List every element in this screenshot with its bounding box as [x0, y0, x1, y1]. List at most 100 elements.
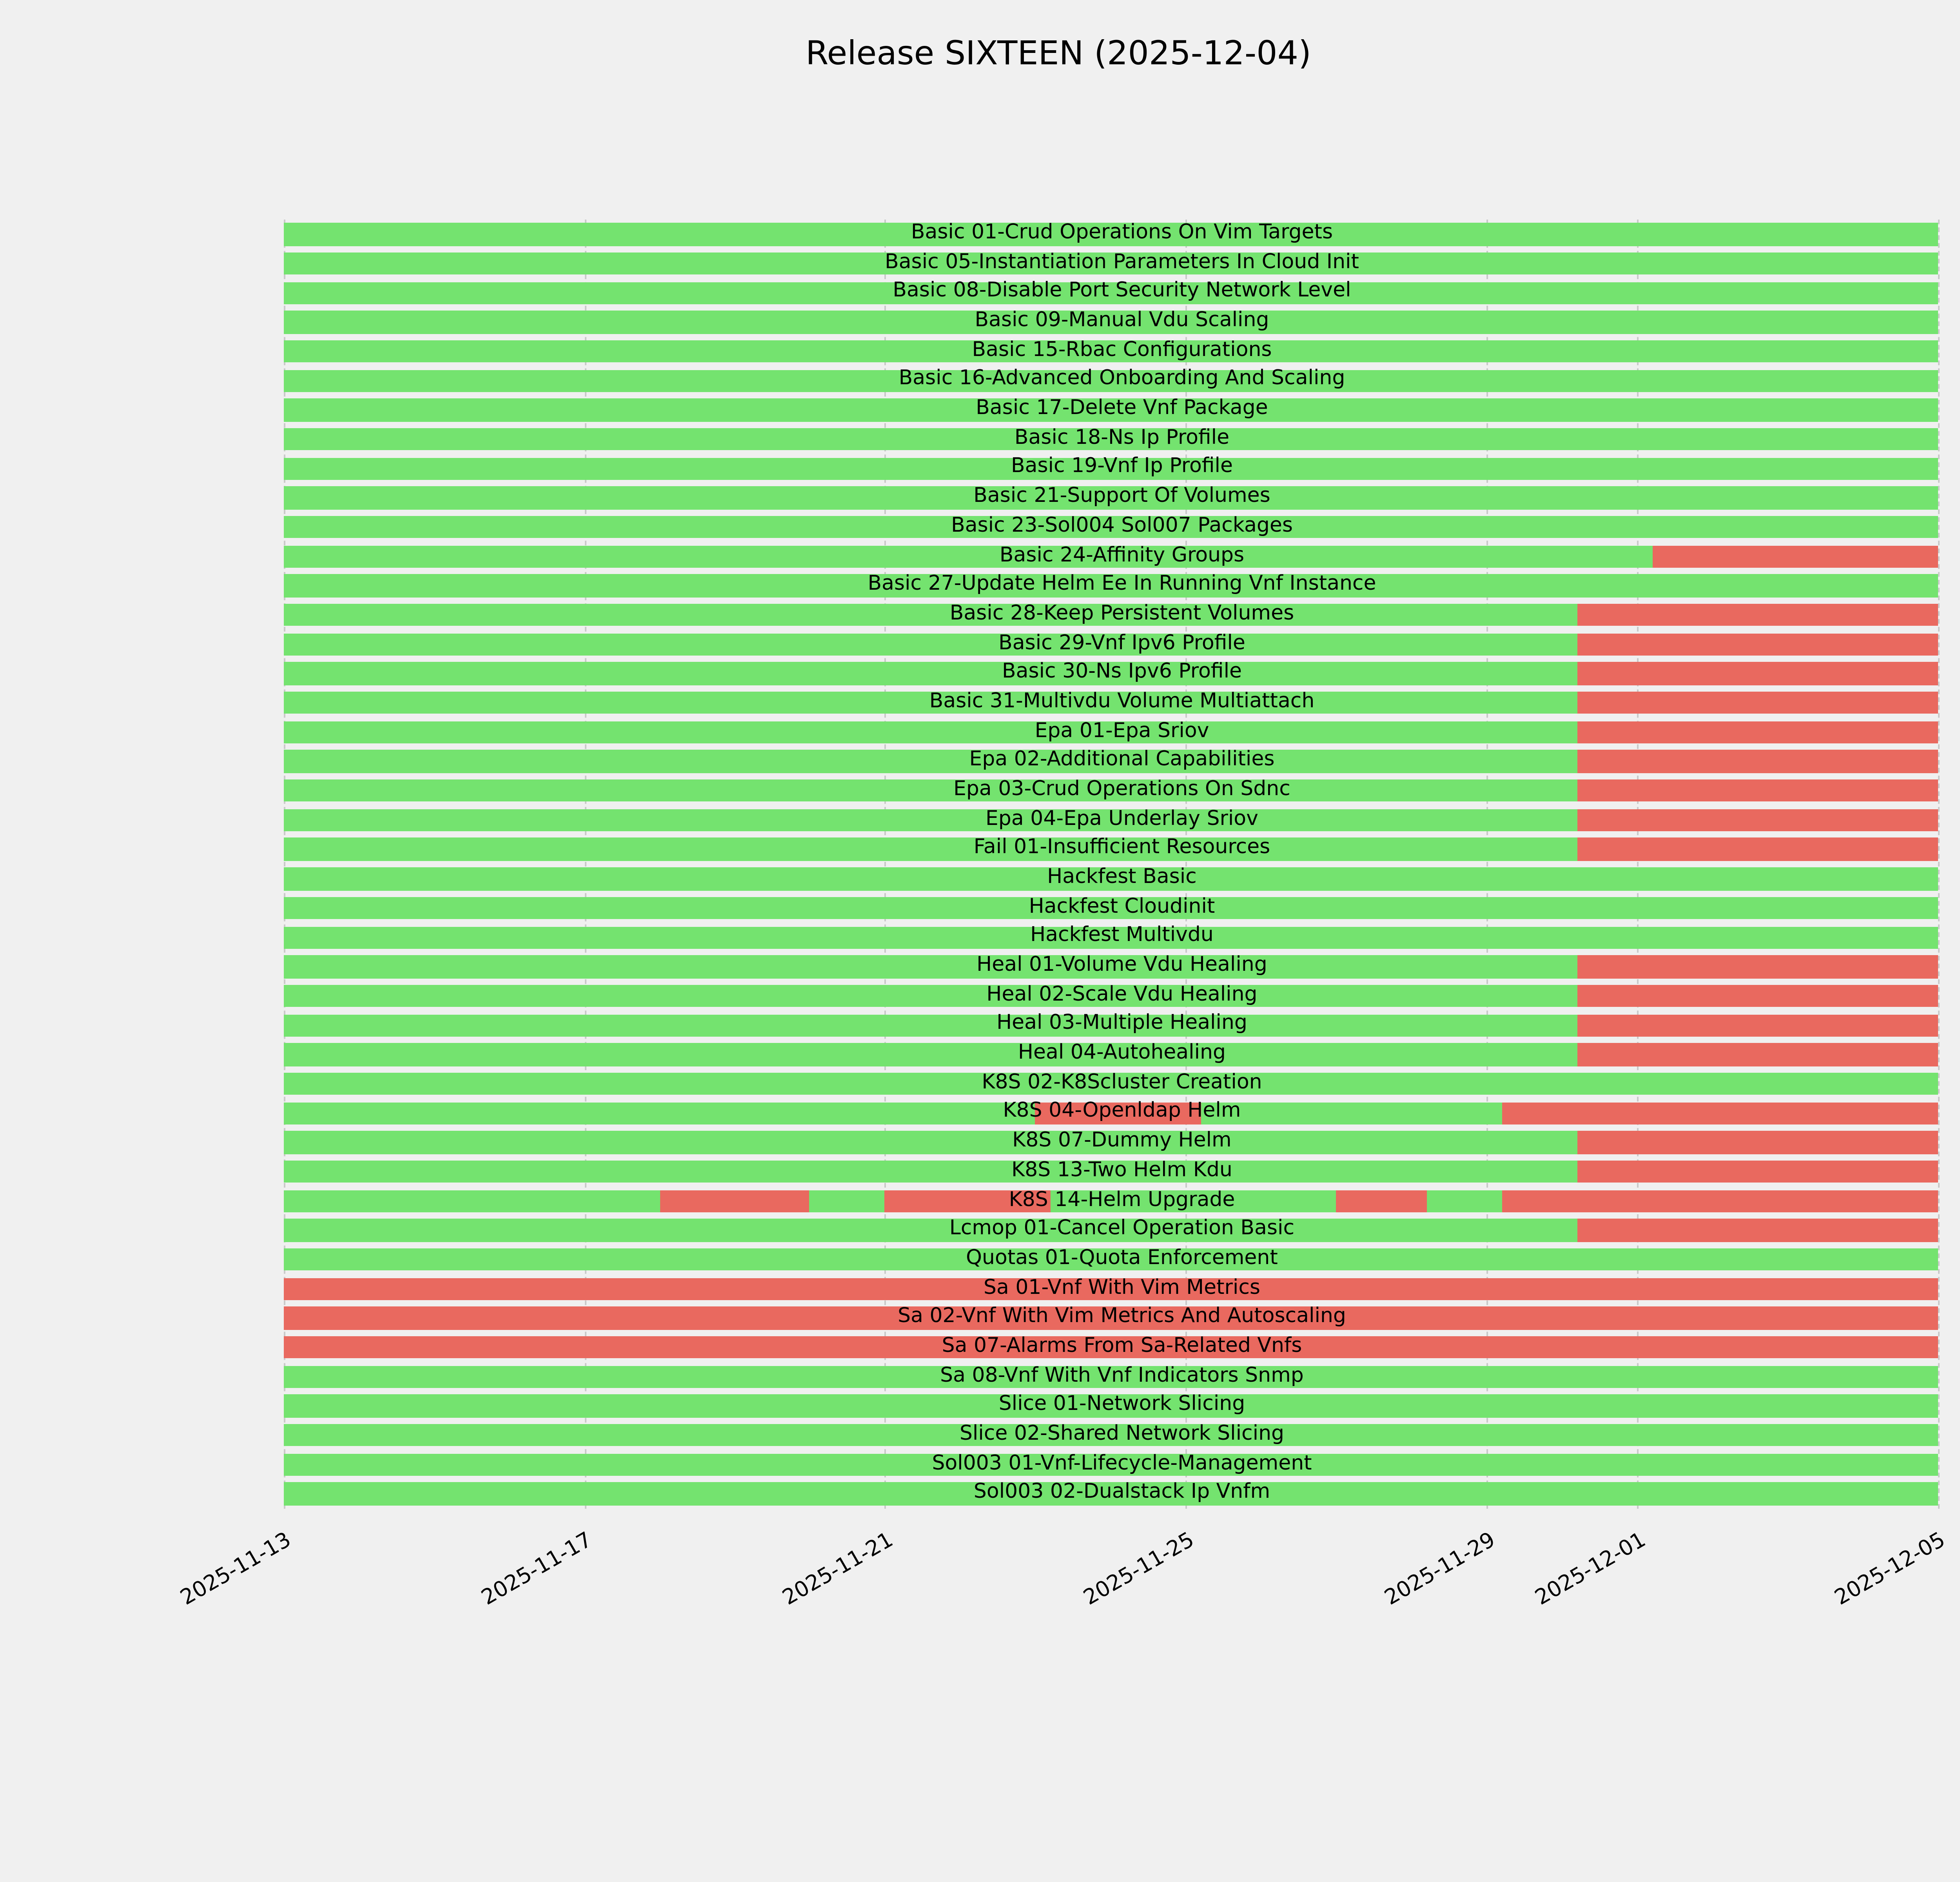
task-label: Sol003 01-Vnf-Lifecycle-Management	[932, 1451, 1312, 1475]
task-bar-segment-pass	[283, 223, 1938, 246]
task-label: Basic 30-Ns Ipv6 Profile	[1002, 660, 1242, 684]
gantt-row: Sa 07-Alarms From Sa-Related Vnfs	[257, 1333, 1960, 1362]
x-tick-label: 2025-11-21	[778, 1528, 898, 1611]
gantt-row: Hackfest Cloudinit	[257, 894, 1960, 923]
task-label: Basic 23-Sol004 Sol007 Packages	[951, 514, 1293, 538]
x-tick-label: 2025-11-17	[477, 1528, 597, 1611]
gantt-row: Basic 21-Support Of Volumes	[257, 483, 1960, 513]
gantt-row: Epa 03-Crud Operations On Sdnc	[257, 776, 1960, 806]
x-tick-label: 2025-12-01	[1530, 1528, 1650, 1611]
task-bar-segment-pass	[283, 838, 1577, 861]
task-bar-segment-pass	[283, 545, 1652, 568]
gantt-row: K8S 04-Openldap Helm	[257, 1099, 1960, 1128]
gantt-row: Hackfest Multivdu	[257, 923, 1960, 952]
gantt-row: Hackfest Basic	[257, 864, 1960, 894]
gantt-row: Basic 31-Multivdu Volume Multiattach	[257, 688, 1960, 718]
task-bar-segment-fail	[1577, 838, 1938, 861]
task-bar-segment-pass	[283, 1014, 1577, 1037]
task-label: Basic 27-Update Helm Ee In Running Vnf I…	[867, 572, 1376, 596]
task-label: Lcmop 01-Cancel Operation Basic	[949, 1217, 1295, 1241]
gantt-row: K8S 14-Helm Upgrade	[257, 1186, 1960, 1216]
task-label: Basic 19-Vnf Ip Profile	[1011, 455, 1233, 479]
task-label: Epa 02-Additional Capabilities	[969, 748, 1275, 772]
gantt-row: Basic 01-Crud Operations On Vim Targets	[257, 220, 1960, 249]
gantt-row: Basic 15-Rbac Configurations	[257, 337, 1960, 366]
gantt-row: Epa 02-Additional Capabilities	[257, 747, 1960, 776]
task-label: Slice 01-Network Slicing	[998, 1393, 1245, 1417]
task-bar-segment-fail	[1501, 1190, 1938, 1213]
task-bar-segment-fail	[1577, 662, 1938, 685]
task-bar-segment-pass	[283, 340, 1938, 363]
gantt-row: Epa 04-Epa Underlay Sriov	[257, 806, 1960, 835]
gantt-row: Basic 28-Keep Persistent Volumes	[257, 600, 1960, 630]
task-bar-segment-pass	[283, 1453, 1938, 1476]
task-bar-segment-pass	[283, 692, 1577, 714]
task-label: Epa 04-Epa Underlay Sriov	[985, 807, 1258, 831]
gridline	[584, 220, 586, 1509]
task-label: Sa 08-Vnf With Vnf Indicators Snmp	[940, 1364, 1304, 1388]
gantt-row: Sa 01-Vnf With Vim Metrics	[257, 1274, 1960, 1304]
x-axis: 2025-11-13 2025-11-17 2025-11-21 2025-11-25…	[177, 1518, 1960, 1644]
task-bar-segment-pass	[283, 1365, 1938, 1388]
task-bar-segment-fail	[1577, 1043, 1938, 1066]
task-bar-segment-pass	[809, 1190, 885, 1213]
task-bar-segment-pass	[283, 926, 1938, 949]
task-label: Hackfest Multivdu	[1030, 924, 1214, 948]
x-tick-label: 2025-11-13	[177, 1528, 296, 1611]
gantt-row: K8S 02-K8Scluster Creation	[257, 1069, 1960, 1099]
task-label: Heal 03-Multiple Healing	[996, 1012, 1247, 1036]
task-bar-segment-pass	[283, 809, 1577, 832]
task-bar-segment-fail	[1577, 1014, 1938, 1037]
gantt-row: Basic 05-Instantiation Parameters In Clo…	[257, 249, 1960, 278]
task-label: K8S 04-Openldap Helm	[1003, 1100, 1241, 1124]
task-label: Basic 17-Delete Vnf Package	[976, 397, 1268, 421]
task-bar-segment-fail	[283, 1277, 1938, 1301]
task-bar-segment-pass	[283, 1190, 660, 1213]
task-bar-segment-pass	[283, 750, 1577, 773]
task-label: Basic 21-Support Of Volumes	[973, 485, 1270, 509]
gantt-row: Basic 18-Ns Ip Profile	[257, 425, 1960, 454]
gantt-row: K8S 07-Dummy Helm	[257, 1128, 1960, 1157]
task-bar-segment-fail	[1035, 1102, 1201, 1124]
gantt-row: Sa 02-Vnf With Vim Metrics And Autoscali…	[257, 1304, 1960, 1333]
gantt-row: Heal 02-Scale Vdu Healing	[257, 981, 1960, 1011]
task-bar-segment-fail	[1501, 1102, 1938, 1124]
gantt-row: Basic 09-Manual Vdu Scaling	[257, 307, 1960, 337]
task-bar-segment-fail	[885, 1190, 1051, 1213]
task-bar-segment-pass	[1201, 1102, 1502, 1124]
task-bar-segment-pass	[283, 1219, 1577, 1242]
task-label: Basic 24-Affinity Groups	[999, 543, 1245, 567]
gantt-row: Basic 24-Affinity Groups	[257, 542, 1960, 571]
task-bar-segment-pass	[283, 779, 1577, 802]
task-bar-segment-pass	[1050, 1190, 1336, 1213]
task-bar-segment-pass	[283, 897, 1938, 919]
task-bar-segment-fail	[1577, 1131, 1938, 1154]
task-bar-segment-pass	[283, 574, 1938, 597]
task-bar-segment-pass	[283, 1248, 1938, 1271]
task-bar-segment-pass	[283, 633, 1577, 656]
task-bar-segment-pass	[283, 662, 1577, 685]
task-bar-segment-fail	[1577, 692, 1938, 714]
task-label: Basic 28-Keep Persistent Volumes	[949, 602, 1294, 626]
task-label: Sa 07-Alarms From Sa-Related Vnfs	[942, 1334, 1302, 1358]
task-label: Hackfest Cloudinit	[1029, 895, 1215, 919]
task-label: Basic 29-Vnf Ipv6 Profile	[998, 631, 1245, 655]
task-label: Epa 01-Epa Sriov	[1034, 719, 1209, 743]
task-bar-segment-fail	[1577, 604, 1938, 627]
task-bar-segment-pass	[283, 282, 1938, 304]
gantt-row: Basic 30-Ns Ipv6 Profile	[257, 659, 1960, 688]
gantt-row: Quotas 01-Quota Enforcement	[257, 1245, 1960, 1274]
x-tick-label: 2025-11-29	[1380, 1528, 1499, 1611]
task-bar-segment-pass	[283, 1482, 1938, 1506]
task-bar-segment-fail	[1336, 1190, 1426, 1213]
task-bar-segment-fail	[1577, 955, 1938, 978]
task-label: Fail 01-Insufficient Resources	[973, 836, 1270, 860]
gridline	[1186, 220, 1187, 1509]
task-label: K8S 02-K8Scluster Creation	[982, 1071, 1262, 1095]
task-label: Hackfest Basic	[1047, 866, 1197, 889]
gantt-row: Heal 03-Multiple Healing	[257, 1011, 1960, 1040]
plot-area: Basic 01-Crud Operations On Vim Targets B…	[257, 220, 1960, 1509]
gantt-row: Basic 16-Advanced Onboarding And Scaling	[257, 366, 1960, 396]
